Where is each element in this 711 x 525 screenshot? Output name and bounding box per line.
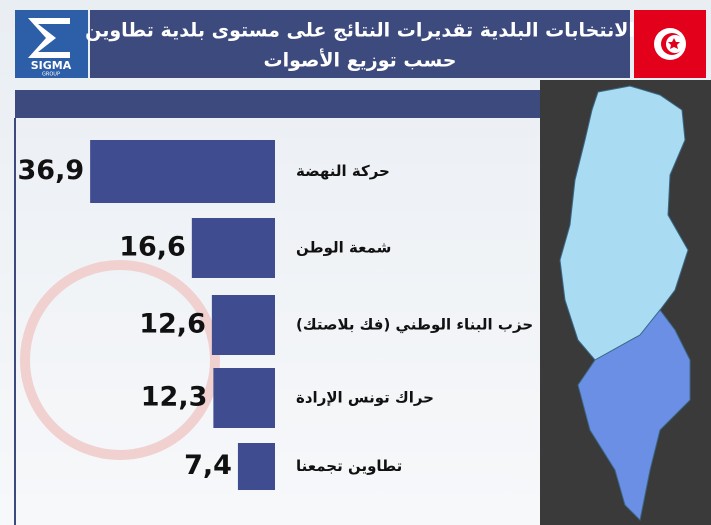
category-label: حراك تونس الإرادة [296,389,434,407]
chart-subtitle: حسب توزيع الأصوات [263,49,456,72]
map-tataouine [577,309,691,522]
header-band [15,90,540,118]
value-label: 7,4 [184,450,232,481]
title-band [90,10,630,78]
value-label: 36,9 [18,155,85,186]
watermark [20,260,220,460]
logo-sigma [28,18,70,58]
value-label: 16,6 [119,232,186,263]
category-label: تطاوين تجمعنا [296,457,402,475]
bar [213,368,275,428]
bar [237,443,275,490]
flag-star [668,38,680,49]
value-label: 12,3 [141,382,208,413]
chart-title: الانتخابات البلدية تقديرات النتائج على م… [85,20,635,42]
value-label: 12,6 [139,309,206,340]
category-label: حركة النهضة [296,162,390,180]
logo-subtext: GROUP [42,72,60,78]
bar [191,218,275,278]
bar [90,140,275,203]
category-label: شمعة الوطن [296,239,391,257]
logo-text: SIGMA [31,59,72,72]
bar [211,295,275,355]
category-label: حزب البناء الوطني (فك بلاصتك) [296,316,533,334]
